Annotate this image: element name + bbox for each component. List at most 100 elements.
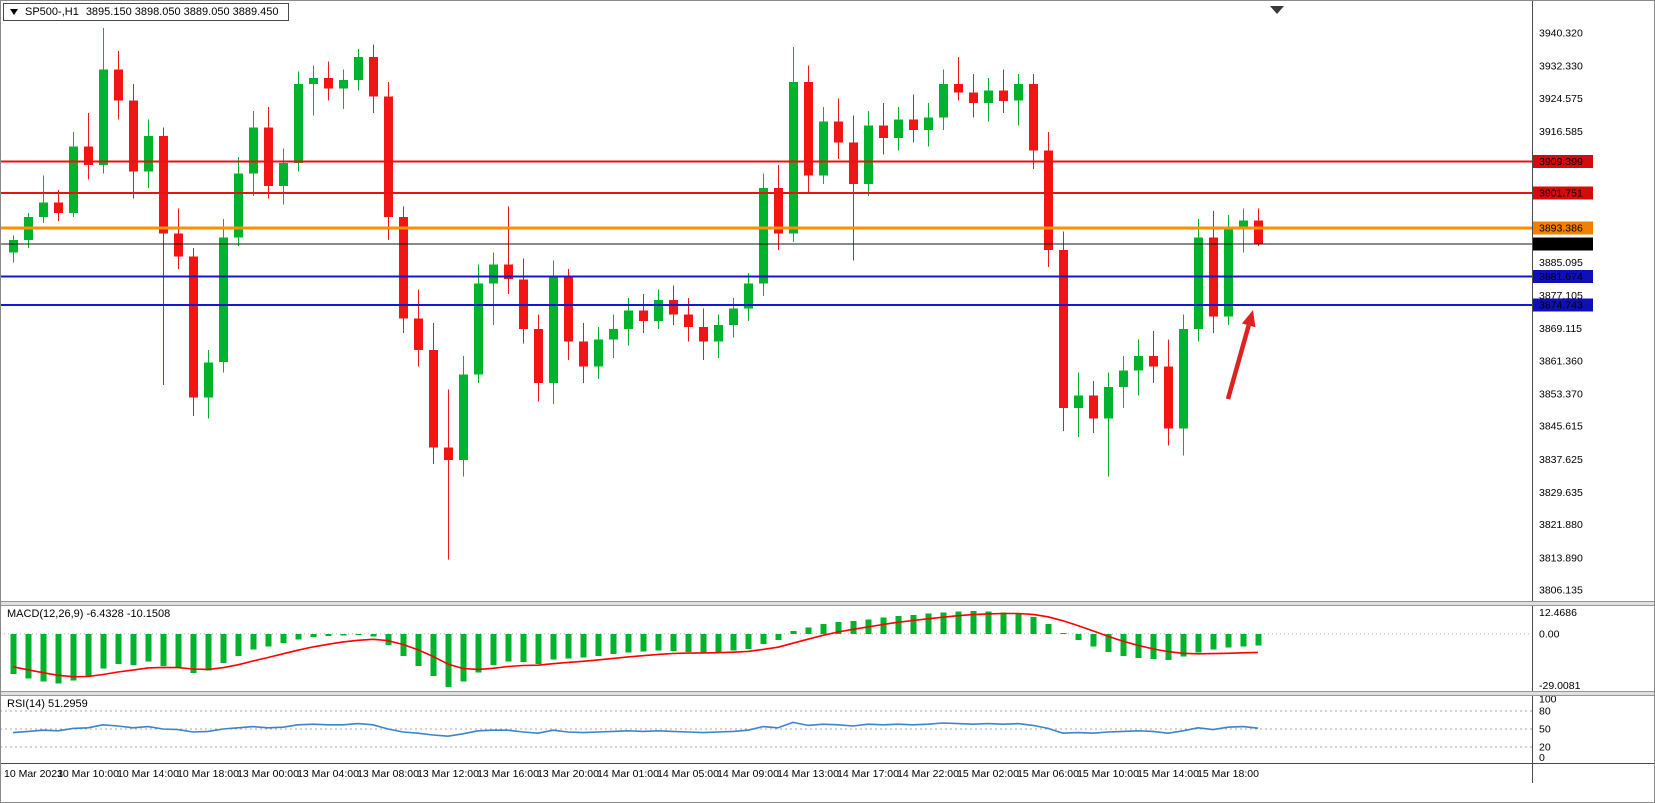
- candle: [1089, 381, 1098, 433]
- time-label: 14 Mar 01:00: [597, 768, 659, 780]
- time-label: 15 Mar 18:00: [1197, 768, 1259, 780]
- price-tick-label: 3813.890: [1539, 552, 1583, 564]
- candle: [819, 107, 828, 184]
- price-panel: 3940.320 3932.330 3924.575 3916.585 3885.095…: [0, 0, 1655, 601]
- candle: [114, 50, 123, 120]
- candle: [564, 268, 573, 361]
- macd-axis-label: 12.4686: [1539, 607, 1577, 619]
- macd-panel: 12.4686 0.00 -29.0081 MACD(12,26,9) -6.432…: [0, 606, 1655, 691]
- price-level-badge: [1533, 237, 1593, 251]
- candle: [699, 308, 708, 361]
- candle: [1044, 131, 1053, 267]
- candle: [909, 94, 918, 143]
- candle: [864, 111, 873, 197]
- candle: [1179, 314, 1188, 456]
- time-label: 14 Mar 09:00: [717, 768, 779, 780]
- price-chart-canvas[interactable]: 3940.320 3932.330 3924.575 3916.585 3885.095…: [0, 0, 1655, 601]
- macd-histogram: [10, 611, 1262, 687]
- candle: [444, 389, 453, 560]
- panel-splitter[interactable]: [0, 691, 1655, 696]
- candle: [354, 48, 363, 91]
- trend-arrow[interactable]: [1225, 310, 1256, 400]
- candle: [1194, 219, 1203, 342]
- macd-header: MACD(12,26,9) -6.4328 -10.1508: [7, 608, 171, 620]
- time-label: 10 Mar 10:00: [57, 768, 119, 780]
- candle: [99, 28, 108, 174]
- rsi-axis-label: 50: [1539, 724, 1551, 736]
- candle: [549, 260, 558, 404]
- time-label: 13 Mar 08:00: [357, 768, 419, 780]
- candle: [1074, 372, 1083, 437]
- candle: [84, 113, 93, 180]
- chevron-down-icon[interactable]: [10, 9, 18, 15]
- price-level-badge: [1533, 154, 1593, 168]
- time-label: 10 Mar 2023: [4, 768, 63, 780]
- time-label: 13 Mar 12:00: [417, 768, 479, 780]
- candle: [774, 165, 783, 251]
- time-label: 13 Mar 16:00: [477, 768, 539, 780]
- candles: [9, 28, 1263, 560]
- chart-shift-marker[interactable]: [1270, 6, 1284, 14]
- price-level-badge: [1533, 298, 1593, 312]
- time-label: 14 Mar 13:00: [777, 768, 839, 780]
- price-tick-label: 3924.575: [1539, 93, 1583, 105]
- candle: [1029, 73, 1038, 170]
- price-tick-label: 3869.115: [1539, 323, 1582, 335]
- candle: [504, 206, 513, 294]
- candle: [264, 107, 273, 199]
- candle: [609, 314, 618, 359]
- candle: [969, 73, 978, 118]
- time-label: 13 Mar 00:00: [237, 768, 299, 780]
- candle: [744, 273, 753, 321]
- candle: [1119, 356, 1128, 408]
- price-level-badge: [1533, 221, 1593, 235]
- macd-canvas[interactable]: 12.4686 0.00 -29.0081: [0, 606, 1655, 691]
- price-tick-label: 3940.320: [1539, 28, 1583, 40]
- candle: [459, 356, 468, 477]
- candle: [489, 252, 498, 325]
- candle: [639, 293, 648, 334]
- price-tick-label: 3885.095: [1539, 257, 1583, 269]
- candle: [429, 322, 438, 464]
- time-label: 15 Mar 02:00: [957, 768, 1019, 780]
- candle: [654, 289, 663, 330]
- price-tick-label: 3845.615: [1539, 421, 1583, 433]
- symbol-info-box[interactable]: SP500-,H1 3895.150 3898.050 3889.050 388…: [3, 3, 289, 21]
- time-label: 15 Mar 10:00: [1077, 768, 1139, 780]
- candle: [234, 156, 243, 246]
- candle: [39, 175, 48, 224]
- time-label: 13 Mar 04:00: [297, 768, 359, 780]
- candle: [249, 111, 258, 197]
- price-level-badge: [1533, 269, 1593, 283]
- time-label: 14 Mar 05:00: [657, 768, 719, 780]
- candle: [129, 84, 138, 199]
- price-tick-label: 3821.880: [1539, 519, 1583, 531]
- candle: [1104, 372, 1113, 477]
- price-tick-label: 3829.635: [1539, 487, 1583, 499]
- candle: [219, 219, 228, 373]
- panel-splitter[interactable]: [0, 601, 1655, 606]
- candle: [1149, 331, 1158, 383]
- candle: [309, 65, 318, 116]
- time-label: 15 Mar 14:00: [1137, 768, 1199, 780]
- candle: [339, 69, 348, 110]
- time-label: 15 Mar 06:00: [1017, 768, 1079, 780]
- rsi-header: RSI(14) 51.2959: [7, 698, 88, 710]
- price-level-badge-label: 3889.450: [1539, 239, 1583, 251]
- time-axis[interactable]: 10 Mar 2023 10 Mar 10:00 10 Mar 14:00 10 Ma…: [0, 763, 1655, 783]
- candle: [144, 119, 153, 188]
- price-tick-label: 3806.135: [1539, 585, 1583, 597]
- candle: [1014, 73, 1023, 126]
- candle: [984, 77, 993, 122]
- candle: [789, 46, 798, 242]
- candle: [939, 69, 948, 130]
- time-label: 13 Mar 20:00: [537, 768, 599, 780]
- candle: [879, 102, 888, 155]
- rsi-axis-label: 100: [1539, 696, 1557, 706]
- price-tick-label: 3861.360: [1539, 355, 1583, 367]
- rsi-panel: 100 80 50 20 0 RSI(14) 51.2959: [0, 696, 1655, 763]
- price-tick-label: 3853.370: [1539, 388, 1583, 400]
- candle: [369, 44, 378, 114]
- price-level-badge-label: 3881.674: [1539, 271, 1583, 283]
